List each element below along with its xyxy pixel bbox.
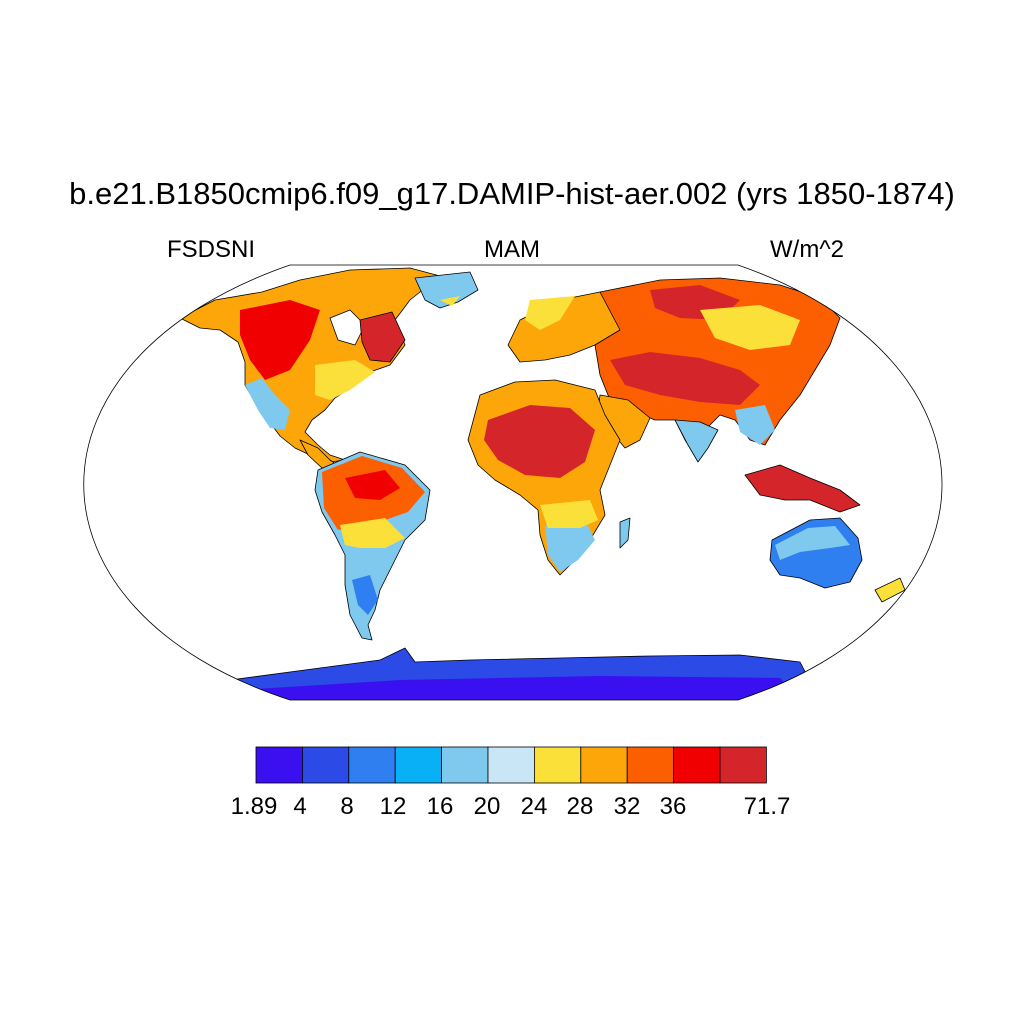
colorbar: 1.89 4 8 12 16 20 24 28 32 36 71.7 xyxy=(231,746,791,820)
colorbar-label: 71.7 xyxy=(744,793,791,820)
colorbar-label: 4 xyxy=(293,793,306,820)
colorbar-label: 20 xyxy=(474,793,501,820)
colorbar-label: 16 xyxy=(427,793,454,820)
north-america-east-yellow xyxy=(315,360,375,400)
colorbar-label: 36 xyxy=(660,793,687,820)
colorbar-label: 1.89 xyxy=(231,793,278,820)
asia-north-yellow xyxy=(700,305,800,350)
colorbar-label: 8 xyxy=(340,793,353,820)
labrador-red xyxy=(359,311,406,363)
colorbar-swatch xyxy=(626,746,675,784)
north-america-red xyxy=(240,300,320,380)
colorbar-label: 24 xyxy=(521,793,548,820)
map-title: b.e21.B1850cmip6.f09_g17.DAMIP-hist-aer.… xyxy=(69,176,955,211)
europe-yellow xyxy=(525,296,575,330)
colorbar-swatch xyxy=(580,746,628,784)
north-america-west-blue xyxy=(245,378,290,430)
india-land xyxy=(674,419,719,463)
africa-south-blue xyxy=(545,520,595,572)
colorbar-swatch xyxy=(673,746,721,784)
colorbar-label: 28 xyxy=(567,793,594,820)
antarctica-interior xyxy=(220,676,800,700)
variable-label: FSDSNI xyxy=(167,236,256,263)
greenland-land xyxy=(414,271,479,309)
east-asia-blue xyxy=(735,405,775,445)
greenland-edge xyxy=(440,296,460,306)
sahara-dark-red xyxy=(484,405,595,478)
colorbar-label: 12 xyxy=(380,793,407,820)
hudson-bay xyxy=(329,309,366,346)
australia-coast-light xyxy=(775,526,850,560)
madagascar-land xyxy=(619,517,631,549)
colorbar-swatch xyxy=(719,746,767,784)
units-label: W/m^2 xyxy=(770,236,844,263)
colorbar-label: 32 xyxy=(614,793,641,820)
colorbar-swatch xyxy=(394,746,443,784)
indonesia-land xyxy=(744,464,861,513)
africa-central-yellow xyxy=(540,500,598,528)
globe-frame xyxy=(83,264,943,701)
season-label: MAM xyxy=(484,236,540,263)
colorbar-swatch xyxy=(441,746,489,784)
colorbar-swatch xyxy=(255,746,303,784)
south-america-mid-yellow xyxy=(340,518,405,548)
patagonia-blue xyxy=(352,575,378,615)
colorbar-swatch xyxy=(301,746,350,784)
asia-central-dark-red xyxy=(610,352,760,405)
colorbar-swatch xyxy=(487,746,535,784)
colorbar-swatch xyxy=(534,746,582,784)
amazon-red xyxy=(345,470,400,500)
colorbar-swatch xyxy=(348,746,396,784)
